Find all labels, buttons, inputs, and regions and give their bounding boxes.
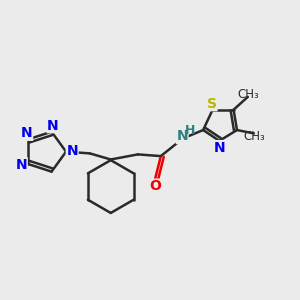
Text: H: H [185, 124, 196, 136]
Text: CH₃: CH₃ [244, 130, 266, 142]
Text: N: N [214, 141, 226, 154]
Text: N: N [21, 126, 33, 140]
Text: S: S [207, 97, 217, 111]
Text: N: N [66, 144, 78, 158]
Text: CH₃: CH₃ [238, 88, 260, 101]
Text: O: O [149, 179, 161, 193]
Text: N: N [176, 130, 188, 143]
Text: N: N [16, 158, 27, 172]
Text: N: N [47, 118, 59, 133]
